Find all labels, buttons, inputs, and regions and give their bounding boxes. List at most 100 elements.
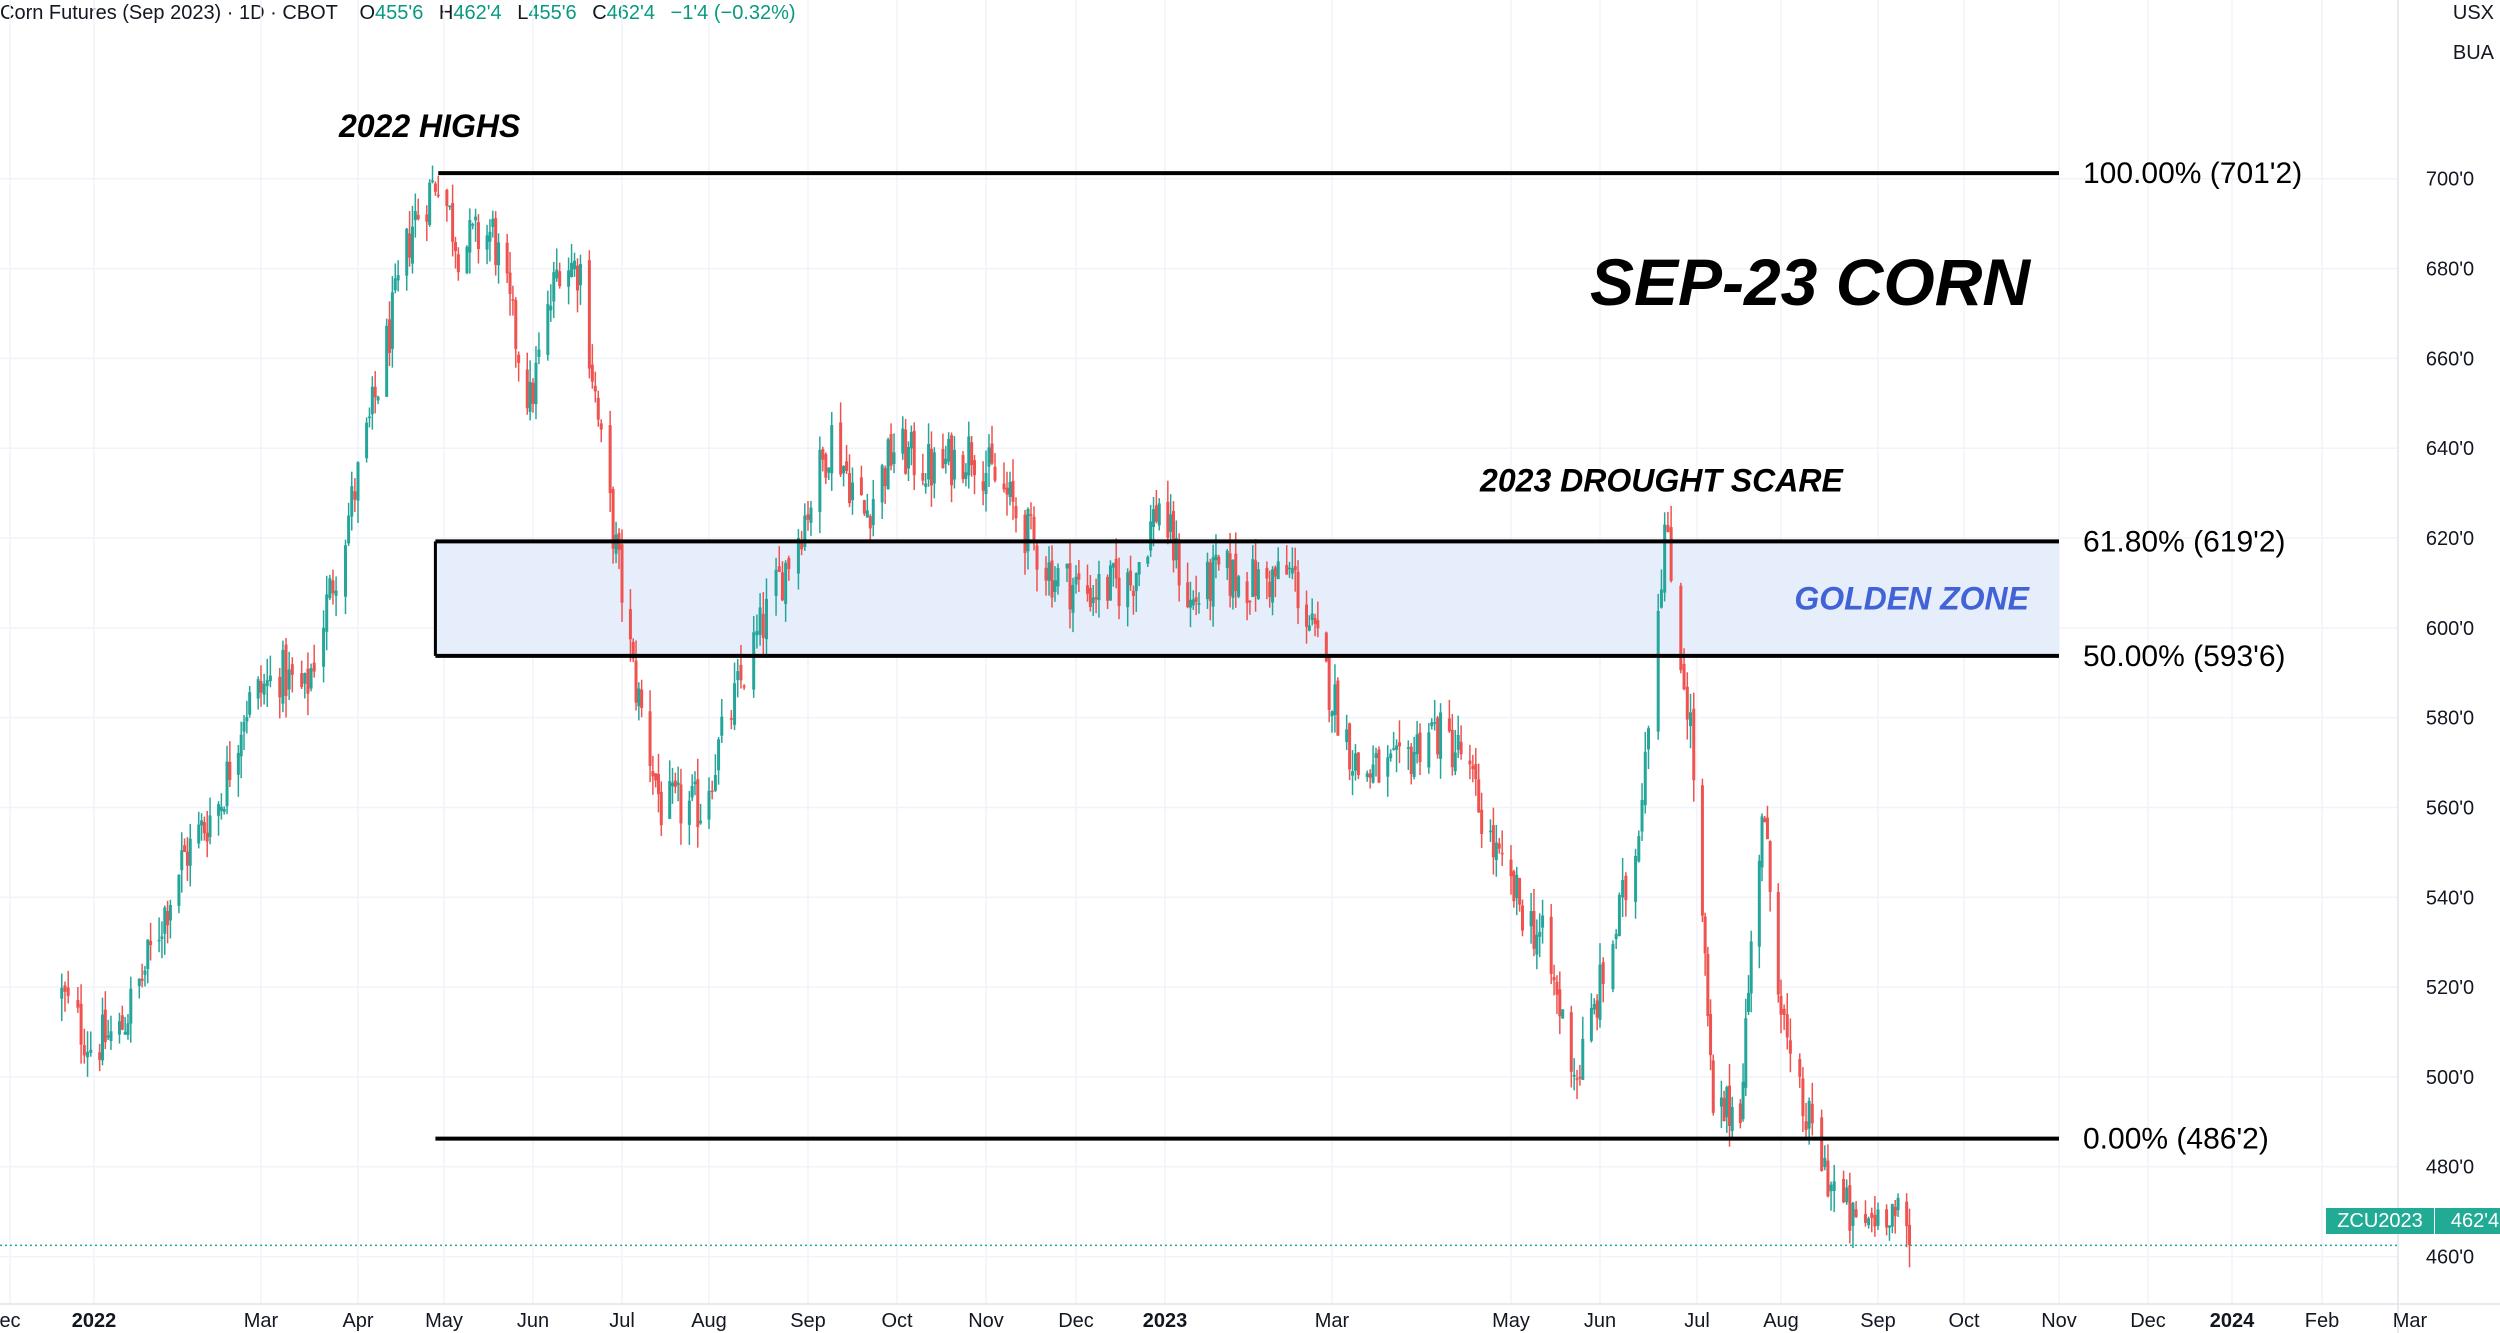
candle-body-down [1285,564,1289,575]
candle-body-down [149,940,153,946]
candle-body-down [1468,760,1472,765]
candle-body-down [1500,852,1504,855]
candle-body-up [1256,569,1260,599]
candle-body-up [1643,751,1647,806]
candle-body-down [848,473,852,504]
candle-body-up [803,515,807,547]
candle-body-down [185,851,189,866]
candle-body-up [86,1051,90,1058]
candle-body-down [120,1015,124,1030]
candle-body-down [839,422,843,475]
candle-body-up [1640,800,1644,832]
candle-body-down [1356,752,1360,776]
candle-body-up [143,970,147,975]
candle-body-up [1851,1202,1855,1226]
candle-body-up [1374,753,1378,758]
candle-body-up [1614,933,1618,940]
candle-body-up [1111,563,1115,568]
candle-body-down [993,466,997,481]
candle-body-down [1327,657,1331,710]
candle-body-down [1234,553,1238,592]
candle-body-up [1719,1097,1723,1107]
candle-body-down [862,500,866,514]
candle-body-down [1106,576,1110,601]
candle-body-down [1863,1214,1867,1223]
candle-body-up [405,228,409,276]
candle-body-down [1893,1206,1897,1217]
candle-body-up [1412,751,1416,777]
candle-body-up [668,781,672,819]
candle-body-up [106,1035,110,1038]
candle-body-down [651,771,655,777]
candle-body-up [1097,574,1101,601]
candle-body-up [1617,894,1621,937]
candle-body-down [103,1009,107,1043]
candle-body-up [236,752,240,775]
candle-body-down [599,423,603,430]
candle-body-down [780,572,784,601]
candle-body-up [755,631,759,636]
candle-body-up [491,218,495,227]
candle-body-down [1186,582,1190,608]
x-tick-label: ec [0,1310,21,1332]
candle-body-up [1126,572,1130,608]
x-tick-label: Jul [1684,1310,1710,1332]
chart-annotation: 2023 DROUGHT SCARE [1479,463,1844,499]
candle-body-up [1056,568,1060,587]
candle-body-down [353,491,357,500]
candle-body-down [66,987,70,996]
candle-body-up [126,1023,130,1035]
candle-body-up [1169,514,1173,532]
candle-body-down [1703,916,1707,954]
candle-body-down [1094,597,1098,600]
candle-body-down [388,319,392,353]
candle-body-down [1595,1000,1599,1018]
candle-body-down [1447,718,1451,732]
candle-body-up [1439,712,1443,759]
candle-body-down [1477,779,1481,813]
candle-body-down [611,488,615,549]
candle-body-up [880,465,884,503]
candle-body-up [637,688,641,707]
candle-body-down [1050,560,1054,598]
candle-body-up [1741,1081,1745,1120]
candle-body-up [614,534,618,554]
candle-body-down [1002,483,1006,490]
candle-body-up [347,515,351,544]
candle-body-down [1177,543,1181,586]
candle-body-up [690,785,694,798]
candle-body-up [365,422,369,459]
candle-body-up [471,224,475,226]
x-tick-label: Mar [2393,1310,2428,1332]
y-tick-label: 540'0 [2426,887,2474,909]
candle-body-up [1749,941,1753,994]
candle-body-down [1023,514,1027,553]
candle-body-up [370,386,374,415]
legend-change: −1'4 (−0.32%) [670,2,796,24]
candle-body-up [1271,569,1275,603]
candle-body-up [1592,1004,1596,1010]
candle-body-down [511,299,515,301]
candle-body-up [157,939,161,942]
candle-body-down [1131,590,1135,596]
candle-body-up [474,216,478,221]
candle-body-up [865,510,869,518]
candle-body-up [987,447,991,467]
candle-body-down [433,183,437,192]
candle-body-up [160,936,164,939]
candle-body-up [1807,1100,1811,1129]
candle-body-up [1237,576,1241,597]
candle-body-up [1008,482,1012,497]
currency-unit[interactable]: USX [2452,2,2494,24]
legend-low-value: 455'6 [528,2,577,24]
candle-body-up [1427,732,1431,768]
x-tick-label: Jul [609,1310,635,1332]
quantity-unit[interactable]: BUA [2452,42,2494,64]
candle-body-down [1217,557,1221,565]
candle-body-up [1091,597,1095,604]
candle-body-up [89,1049,93,1053]
candle-body-down [373,386,377,398]
candle-body-down [1779,995,1783,1015]
candle-body-up [892,452,896,464]
